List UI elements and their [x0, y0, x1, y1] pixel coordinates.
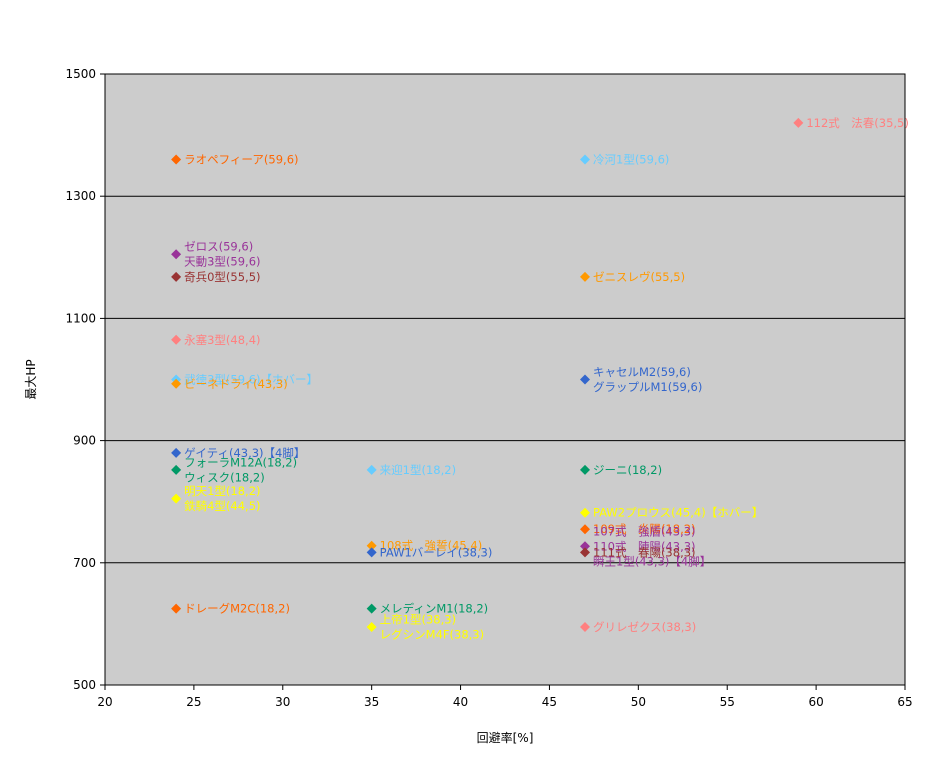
data-point-marker: [580, 541, 590, 552]
data-point-marker: [171, 249, 182, 260]
data-point-label: 111式 春陽(38,3): [593, 545, 696, 559]
point-labels: ラオペフィーア(59,6) 冷河1型(59,6) 112式 法春(35,5) ゼロス(…: [184, 116, 909, 642]
data-point-marker: [171, 464, 182, 475]
data-point-marker: [171, 493, 182, 504]
data-point-marker: [171, 154, 182, 165]
data-point-label: グラップルM1(59,6): [593, 380, 702, 394]
data-point-marker: [366, 603, 377, 614]
data-point-label: 来迎1型(18,2): [380, 463, 456, 477]
data-point-marker: [171, 334, 182, 345]
x-tick-label: 40: [453, 695, 468, 709]
data-point-label: メレディンM1(18,2): [380, 602, 489, 616]
data-point-label: 明天1型(18,2): [184, 484, 260, 498]
data-point-marker: [580, 524, 590, 535]
data-point-label: フォーラM12A(18,2): [184, 455, 297, 469]
y-tick-label: 500: [73, 678, 96, 692]
data-point-label: ウィスク(18,2): [184, 470, 265, 484]
data-point-label: ゲイティ(43,3)【4脚】: [184, 446, 305, 460]
x-tick-label: 20: [97, 695, 112, 709]
y-tick-label: 1100: [65, 311, 96, 325]
x-tick-label: 50: [631, 695, 646, 709]
data-point-marker: [171, 447, 182, 458]
y-tick-label: 1500: [65, 67, 96, 81]
x-axis-ticks: 20 25 30 35 40 45 50 55 60 65: [97, 685, 913, 709]
y-axis-title: 最大HP: [24, 359, 38, 399]
data-point-marker: [580, 464, 590, 475]
data-point-label: 110式 陣陽(43,3): [593, 539, 696, 553]
data-point-label: 天動3型(59,6): [184, 255, 260, 269]
x-axis-title: 回避率[%]: [477, 730, 534, 745]
data-point-marker: [171, 603, 182, 614]
data-point-marker: [580, 507, 590, 518]
y-axis-ticks: 500 700 900 1100 1300 1500: [65, 67, 105, 692]
data-point-label: 112式 法春(35,5): [806, 116, 909, 130]
data-point-label: 奇兵0型(55,5): [184, 270, 260, 284]
data-point-marker: [580, 621, 590, 632]
x-tick-label: 25: [186, 695, 201, 709]
data-point-marker: [580, 547, 590, 558]
data-point-label: ビーネドライ(43,3): [184, 377, 288, 391]
data-points: [171, 117, 804, 632]
plot-frame: [104, 73, 906, 686]
x-tick-label: 65: [897, 695, 912, 709]
data-point-label: ドレーグM2C(18,2): [184, 602, 290, 616]
data-point-marker: [580, 374, 590, 385]
x-tick-label: 45: [542, 695, 557, 709]
y-tick-label: 1300: [65, 189, 96, 203]
data-point-label: 冷河1型(59,6): [593, 153, 669, 167]
data-point-marker: [366, 464, 377, 475]
data-point-label: PAW2プロウス(45,4)【ホバー】: [593, 506, 763, 520]
data-point-label: 109式 炎陽(18,2): [593, 522, 696, 536]
data-point-marker: [580, 271, 590, 282]
data-point-label: ゼロス(59,6): [184, 240, 253, 254]
x-tick-label: 30: [275, 695, 290, 709]
y-tick-label: 900: [73, 434, 96, 448]
y-tick-label: 700: [73, 556, 96, 570]
data-point-label: 上帝1型(38,3): [380, 612, 456, 626]
x-tick-label: 55: [720, 695, 735, 709]
data-point-label: 107式 強盾(43,3): [593, 524, 696, 538]
data-point-marker: [366, 547, 377, 558]
plot-area: [105, 74, 905, 685]
data-point-marker: [580, 154, 590, 165]
data-point-marker: [366, 621, 377, 632]
data-point-label: キャセルM2(59,6): [593, 365, 691, 379]
data-point-label: PAW1バーレイ(38,3): [380, 545, 493, 559]
data-point-label: 武徳3型(59,6)【ホバー】: [184, 373, 318, 387]
data-point-label: ゼニスレヴ(55,5): [593, 270, 685, 284]
data-point-label: ジーニ(18,2): [593, 463, 662, 477]
data-point-marker: [366, 540, 377, 551]
data-point-label: レグシンM4F(38,3): [380, 627, 484, 641]
data-point-label: ラオペフィーア(59,6): [184, 153, 298, 167]
data-point-label: 108式 強誓(45,4): [380, 539, 483, 553]
data-point-marker: [793, 117, 804, 128]
x-tick-label: 60: [808, 695, 823, 709]
data-point-label: 永塞3型(48,4): [184, 333, 260, 347]
data-point-label: 鉄騎4型(44,5): [184, 499, 260, 513]
data-point-marker: [171, 271, 182, 282]
x-tick-label: 35: [364, 695, 379, 709]
data-point-marker: [171, 378, 182, 389]
data-point-label: グリレゼクス(38,3): [593, 620, 696, 634]
data-point-label: 瞬王1型(43,3)【4脚】: [593, 554, 711, 568]
